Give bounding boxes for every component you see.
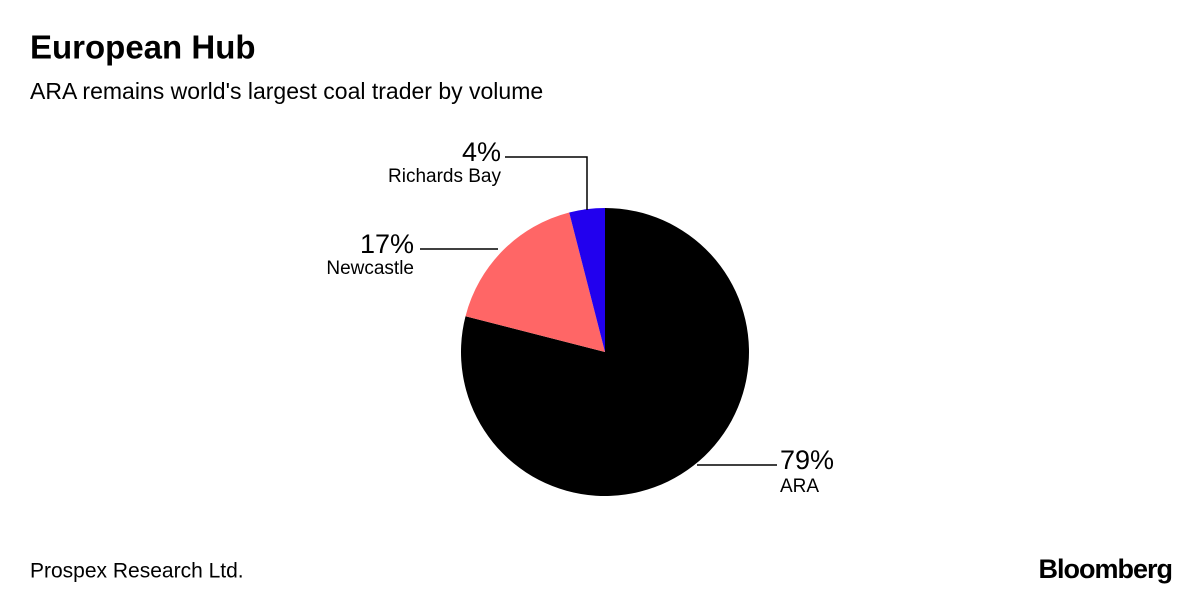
category-label: ARA bbox=[780, 476, 819, 497]
value-label: 79% bbox=[780, 445, 834, 475]
brand-logo: Bloomberg bbox=[1038, 554, 1172, 584]
leader-line bbox=[505, 156, 588, 210]
chart-subtitle: ARA remains world's largest coal trader … bbox=[30, 78, 543, 104]
value-label: 4% bbox=[462, 137, 501, 167]
chart-title: European Hub bbox=[30, 29, 256, 66]
category-label: Newcastle bbox=[326, 258, 414, 279]
source: Prospex Research Ltd. bbox=[30, 560, 244, 583]
pie-slice bbox=[465, 212, 605, 352]
category-label: Richards Bay bbox=[388, 166, 501, 187]
pie-slice bbox=[569, 208, 605, 352]
value-label: 17% bbox=[360, 229, 414, 259]
